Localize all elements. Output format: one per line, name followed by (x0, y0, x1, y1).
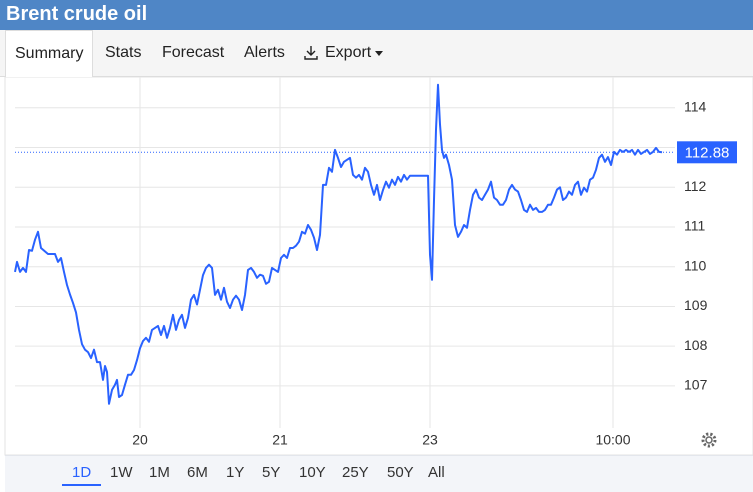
tab[interactable]: Export (325, 44, 372, 61)
range-button[interactable]: 1Y (226, 464, 245, 481)
y-tick-label: 108 (684, 337, 708, 353)
y-tick-label: 107 (684, 377, 708, 393)
caret-icon (375, 51, 383, 56)
range-button[interactable]: 1W (110, 464, 133, 481)
range-button[interactable]: All (428, 464, 445, 481)
chart-frame (4, 76, 753, 456)
price-line (14, 83, 663, 405)
y-tick-label: 109 (684, 297, 708, 313)
last-price-label: 112.88 (685, 144, 730, 161)
y-tick-label: 114 (684, 99, 707, 115)
range-button[interactable]: 50Y (387, 464, 414, 481)
y-tick-label: 111 (684, 218, 705, 234)
range-button[interactable]: 25Y (342, 464, 369, 481)
settings-icon[interactable] (701, 432, 717, 448)
y-tick-label: 110 (684, 257, 707, 273)
header-title: Brent crude oil (0, 0, 753, 30)
y-tick-label: 112 (684, 178, 707, 194)
tab-bar: Summary Stats Forecast Alerts Export (0, 30, 753, 77)
range-button[interactable]: 1D (62, 464, 102, 486)
last-price-tag (677, 141, 737, 164)
tab[interactable]: Summary (5, 30, 94, 77)
tab[interactable]: Stats (105, 44, 142, 61)
x-tick-label: 21 (272, 432, 288, 448)
range-button[interactable]: 10Y (299, 464, 326, 481)
range-button[interactable]: 5Y (262, 464, 281, 481)
x-tick-label: 10:00 (595, 432, 630, 448)
range-button[interactable]: 6M (187, 464, 208, 481)
x-tick-label: 23 (422, 432, 438, 448)
tab[interactable]: Forecast (162, 44, 225, 61)
download-icon (304, 46, 318, 60)
range-button[interactable]: 1M (149, 464, 170, 481)
tab[interactable]: Alerts (244, 44, 285, 61)
range-bar: 1D 1W 1M 6M 1Y 5Y 10Y 25Y 50Y All (5, 455, 753, 492)
x-tick-label: 20 (132, 432, 148, 448)
